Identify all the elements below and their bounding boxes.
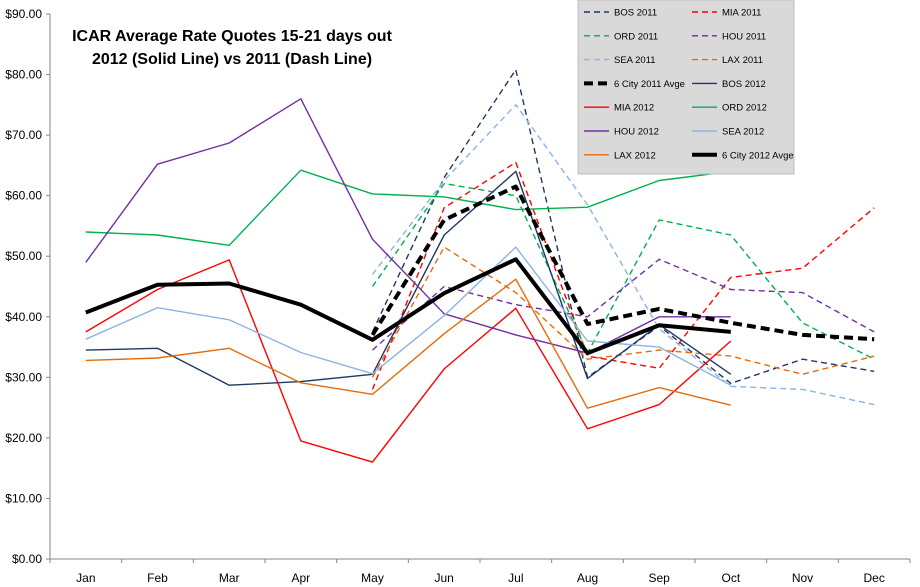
x-tick-label: May [361,571,384,585]
series-line-hou-2012 [85,98,731,354]
series-line-sea-2012 [85,246,732,386]
x-tick-label: Dec [863,571,884,585]
y-tick-label: $80.00 [5,68,42,82]
legend-label-lax-2011: LAX 2011 [722,55,763,66]
series-line-bos-2011 [371,69,875,385]
series-line-sea-2011 [371,104,875,406]
legend-label-bos-2011: BOS 2011 [614,8,657,19]
series-line-mia-2012 [85,259,732,463]
series-line-lax-2012 [85,278,731,409]
legend-label-ord-2011: ORD 2011 [614,31,658,42]
legend-label-hou-2011: HOU 2011 [722,31,766,42]
series-line-bos-2012 [85,170,732,386]
x-tick-label: Apr [291,571,310,585]
x-tick-label: Jul [508,571,523,585]
series-line-ord-2011 [371,182,875,360]
y-tick-label: $30.00 [5,370,42,384]
x-tick-label: Sep [648,571,670,585]
y-tick-label: $50.00 [5,249,42,263]
series-line-6-city-2012-avge [85,257,731,356]
x-tick-label: Aug [577,571,598,585]
y-tick-label: $90.00 [5,7,42,21]
series-line-lax-2011 [371,246,875,378]
series-line-ord-2012 [85,169,731,246]
series-line-mia-2011 [371,161,875,390]
x-tick-label: Jun [434,571,453,585]
x-tick-label: Oct [721,571,740,585]
y-tick-label: $40.00 [5,310,42,324]
legend-label-6-city-2012-avge: 6 City 2012 Avge [722,150,794,161]
legend-label-bos-2012: BOS 2012 [722,79,766,90]
series-line-6-city-2011-avge [370,184,875,342]
x-tick-label: Mar [219,571,240,585]
series-line-hou-2011 [372,258,875,351]
legend-label-mia-2011: MIA 2011 [722,8,761,19]
chart-title: ICAR Average Rate Quotes 15-21 days out [72,28,392,45]
legend-label-ord-2012: ORD 2012 [722,103,767,114]
y-tick-label: $10.00 [5,491,42,505]
y-tick-label: $0.00 [12,552,42,566]
legend-label-sea-2012: SEA 2012 [722,127,764,138]
legend-label-mia-2012: MIA 2012 [614,103,654,114]
legend-box [577,0,795,175]
legend-label-6-city-2011-avge: 6 City 2011 Avge [614,79,685,90]
chart-subtitle: 2012 (Solid Line) vs 2011 (Dash Line) [92,51,372,68]
x-tick-label: Feb [147,571,168,585]
legend-label-sea-2011: SEA 2011 [614,55,656,66]
y-tick-label: $70.00 [5,128,42,142]
legend-label-lax-2012: LAX 2012 [614,150,656,161]
legend-label-hou-2012: HOU 2012 [614,127,659,138]
y-tick-label: $20.00 [5,431,42,445]
x-tick-label: Nov [792,571,813,585]
y-tick-label: $60.00 [5,189,42,203]
x-tick-label: Jan [76,571,95,585]
